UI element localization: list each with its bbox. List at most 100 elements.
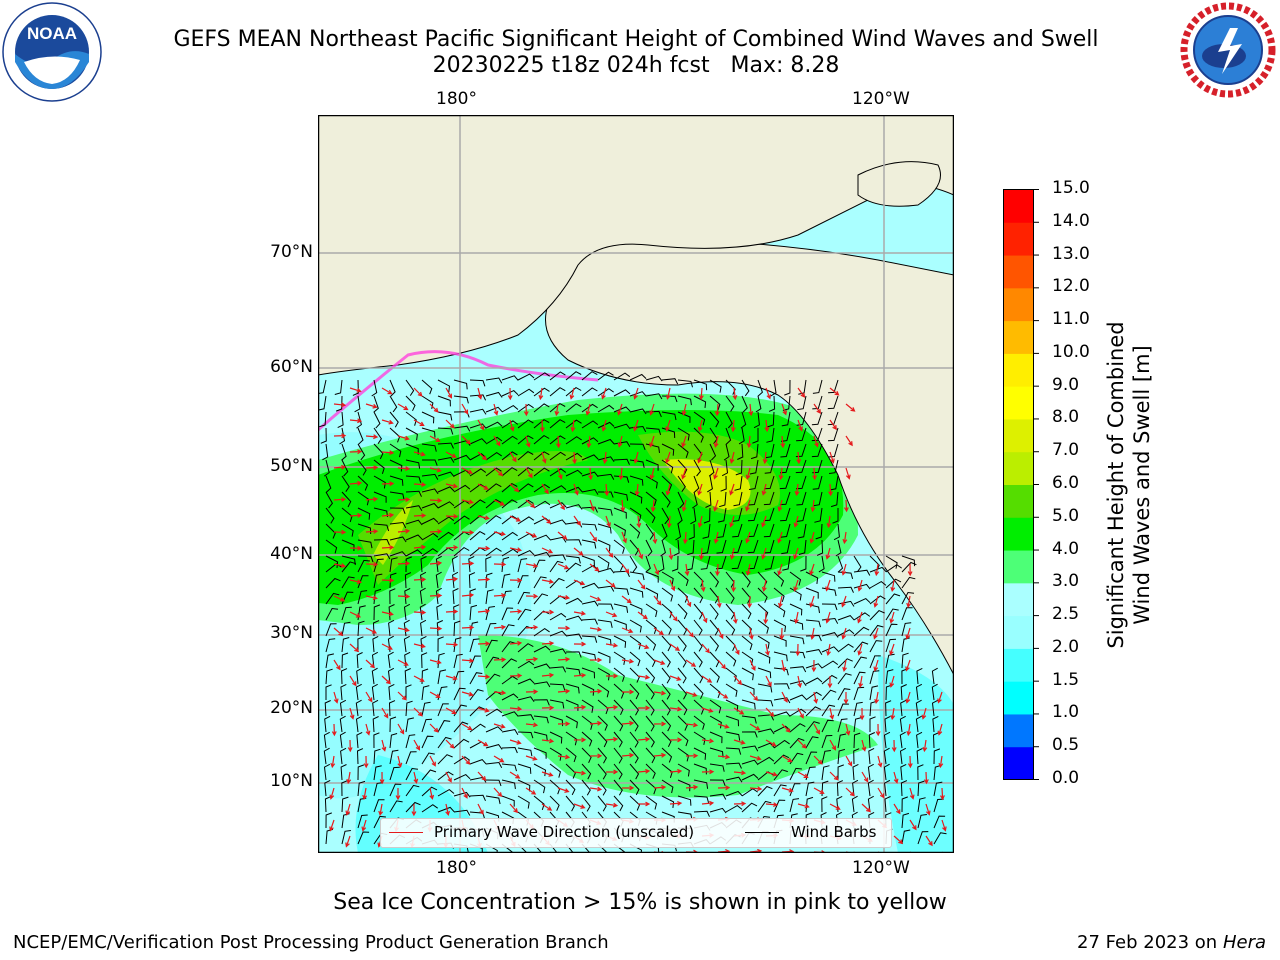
wind-barb: [901, 622, 912, 637]
wind-barb: [517, 435, 534, 445]
wave-direction-arrow: [573, 704, 587, 710]
wind-barb: [773, 711, 791, 717]
wind-barb: [837, 643, 854, 653]
wind-barb: [389, 783, 402, 797]
wind-barb: [533, 627, 550, 637]
wind-barb: [763, 523, 775, 538]
wind-barb: [732, 507, 743, 522]
wind-barb: [837, 586, 854, 593]
wind-barb: [469, 655, 481, 669]
wave-direction-arrow: [637, 674, 651, 680]
wind-barb: [389, 443, 402, 458]
wind-barb: [789, 587, 802, 601]
wind-barb: [677, 603, 688, 620]
wind-barb: [780, 507, 791, 522]
wave-direction-arrow: [749, 755, 762, 761]
wind-barb: [899, 715, 906, 733]
wave-direction-arrow: [429, 403, 439, 413]
wind-barb: [597, 421, 615, 429]
wind-barb: [352, 379, 359, 396]
wind-barb: [501, 573, 511, 589]
wind-barb: [485, 547, 502, 557]
wind-barb: [324, 459, 330, 477]
wave-direction-arrow: [365, 434, 379, 440]
wind-barb: [781, 539, 791, 555]
wave-direction-arrow: [509, 706, 523, 712]
wind-barb: [869, 670, 880, 685]
wind-barb: [421, 718, 433, 733]
top-lon-label-180: 180°: [436, 89, 477, 109]
colorbar-tick-label: 4.0: [1052, 538, 1080, 559]
wind-barb: [453, 454, 471, 461]
wind-barb: [581, 488, 599, 495]
wind-barb: [709, 619, 719, 636]
wind-barb: [485, 761, 503, 769]
wave-direction-arrow: [701, 675, 713, 683]
colorbar-tick-label: 15.0: [1052, 178, 1090, 198]
wind-barb: [517, 731, 534, 739]
colorbar-title: Significant Height of Combined Wind Waves…: [1103, 321, 1155, 648]
wind-barb: [837, 733, 847, 749]
wind-barb: [597, 747, 608, 764]
wind-barb: [814, 507, 823, 523]
wind-barb: [341, 621, 351, 637]
wind-barb: [371, 379, 378, 397]
wind-barb: [677, 763, 690, 777]
wind-barb: [885, 593, 901, 605]
wave-direction-arrow: [413, 739, 421, 751]
wave-direction-arrow: [842, 531, 848, 545]
wave-direction-arrow: [907, 563, 913, 577]
wave-direction-arrow: [797, 803, 810, 809]
wind-barb: [597, 539, 611, 552]
wind-barb: [693, 571, 704, 587]
wind-barb: [693, 587, 704, 604]
wind-barb: [677, 443, 689, 459]
wind-barb: [784, 379, 791, 396]
wave-direction-arrow: [717, 723, 730, 729]
wind-barb: [725, 379, 736, 395]
wave-direction-arrow: [829, 707, 835, 720]
wave-direction-arrow: [813, 787, 825, 794]
wave-direction-arrow: [749, 659, 756, 672]
colorbar-box: [1003, 386, 1034, 420]
wave-direction-arrow: [826, 643, 831, 657]
wave-direction-arrow: [636, 515, 642, 529]
wind-barb: [389, 475, 404, 486]
wave-direction-arrow: [717, 754, 731, 760]
wind-barb: [389, 379, 396, 397]
wave-direction-arrow: [797, 675, 802, 689]
wind-barb: [677, 507, 683, 525]
wind-barb: [773, 754, 790, 765]
colorbar-tick-label: 1.0: [1052, 702, 1080, 723]
wave-direction-arrow: [477, 545, 491, 551]
wind-barb: [435, 555, 442, 573]
wind-barb: [453, 721, 469, 733]
legend-wave-direction: Primary Wave Direction (unscaled): [434, 823, 695, 841]
wave-direction-arrow: [909, 787, 915, 800]
wind-barb: [677, 379, 693, 388]
wind-barb: [757, 699, 774, 707]
wind-barb: [581, 539, 597, 549]
wave-direction-arrow: [349, 675, 357, 687]
wind-barb: [867, 779, 874, 797]
wind-barb: [733, 491, 743, 507]
wind-barb: [731, 555, 743, 570]
wave-direction-arrow: [714, 403, 720, 417]
wave-direction-arrow: [829, 387, 840, 396]
wave-direction-arrow: [493, 435, 501, 447]
wave-direction-arrow: [873, 595, 879, 608]
wave-direction-arrow: [477, 419, 485, 431]
wind-barb: [869, 685, 879, 701]
wind-barb: [533, 451, 550, 461]
wave-direction-arrow: [621, 627, 634, 634]
wind-barb: [931, 683, 938, 701]
wave-direction-arrow: [621, 658, 635, 664]
wind-barb: [485, 406, 503, 413]
wave-direction-arrow: [365, 659, 376, 669]
wave-direction-arrow: [589, 720, 603, 726]
wind-barb: [357, 475, 369, 491]
wave-direction-arrow: [411, 803, 417, 817]
wind-barb: [658, 555, 665, 573]
wind-barb: [645, 795, 658, 810]
colorbar-tick-label: 7.0: [1052, 440, 1080, 461]
